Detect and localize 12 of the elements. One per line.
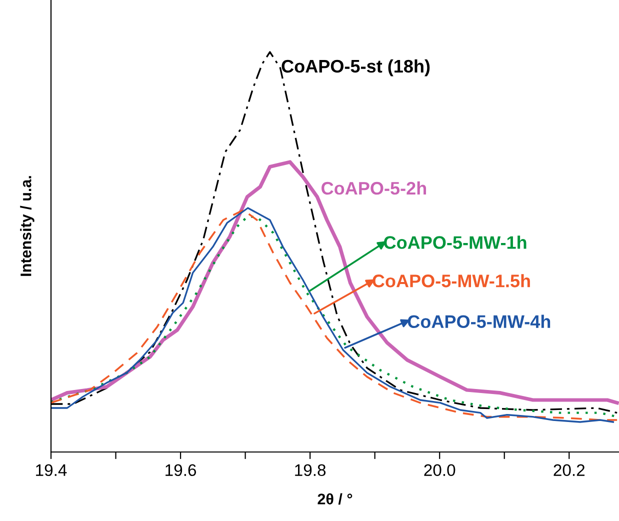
legend-label: CoAPO-5-MW-4h [408, 314, 550, 328]
x-tick-label: 20.2 [554, 464, 585, 476]
legend-label: CoAPO-5-MW-1.5h [372, 274, 530, 288]
x-tick-label: 19.6 [166, 464, 196, 476]
x-tick-label: 19.8 [295, 464, 326, 476]
x-tick-label: 20.0 [424, 464, 456, 476]
x-axis-title: 2θ / ° [318, 493, 352, 505]
series-label: CoAPO-5-st (18h) [282, 59, 430, 76]
series-label: CoAPO-5-2h [322, 181, 426, 195]
y-axis-title: Intensity / u.a. [20, 176, 34, 276]
legend-label: CoAPO-5-MW-1h [384, 236, 526, 249]
x-tick-label: 19.4 [36, 464, 67, 476]
